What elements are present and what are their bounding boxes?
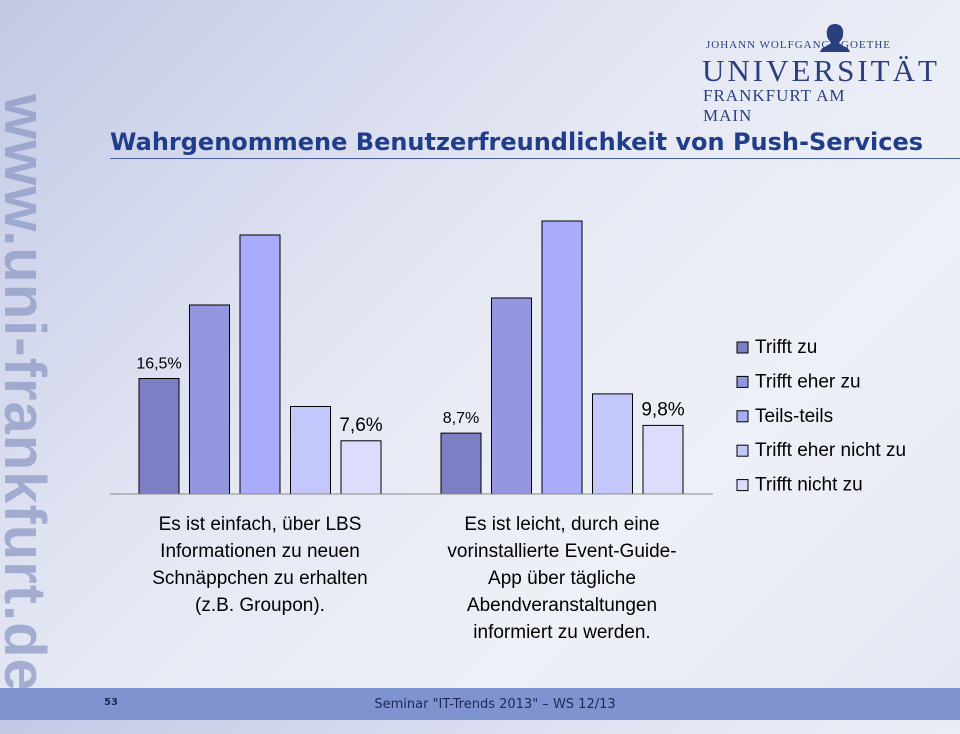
bar-1-2 xyxy=(189,304,230,495)
category-label-2-line-2: vorinstallierte Event-Guide- xyxy=(447,541,676,562)
category-label-2-line-3: App über tägliche xyxy=(488,568,636,589)
bar-2-4 xyxy=(592,393,633,495)
category-label-1-line-1: Es ist einfach, über LBS xyxy=(159,514,362,535)
data-label-2: 7,6% xyxy=(339,415,382,436)
legend-label-4: Trifft eher nicht zu xyxy=(755,440,906,461)
legend-swatch-1 xyxy=(736,341,749,354)
legend-swatch-3 xyxy=(736,410,749,423)
legend-swatch-5 xyxy=(736,479,749,492)
page-title: Wahrgenommene Benutzerfreundlichkeit von… xyxy=(110,128,924,156)
university-logo: JOHANN WOLFGANG GOETHE UNIVERSITÄT FRANK… xyxy=(700,22,937,125)
data-label-4: 9,8% xyxy=(641,399,684,420)
bar-1-1 xyxy=(138,378,180,495)
footer-text: Seminar "IT-Trends 2013" – WS 12/13 xyxy=(374,697,616,712)
legend-label-3: Teils-teils xyxy=(755,406,833,427)
category-label-2-line-1: Es ist leicht, durch eine xyxy=(464,514,659,535)
logo-line-goethe: GOETHE xyxy=(841,39,891,51)
bar-1-3 xyxy=(239,234,281,495)
category-label-1-line-4: (z.B. Groupon). xyxy=(195,595,325,616)
bar-2-5 xyxy=(642,424,684,495)
legend-label-2: Trifft eher zu xyxy=(755,371,861,392)
logo-line-universitaet: UNIVERSITÄT xyxy=(702,53,940,88)
data-label-1: 16,5% xyxy=(136,356,181,373)
footer-band xyxy=(0,688,960,720)
logo-line-johann-wolfgang: JOHANN WOLFGANG xyxy=(706,39,831,51)
category-label-1-line-3: Schnäppchen zu erhalten xyxy=(152,568,368,589)
category-label-2-line-5: informiert zu werden. xyxy=(473,622,650,643)
goethe-bust-icon xyxy=(820,24,850,52)
bar-2-2 xyxy=(491,297,532,495)
bar-2-1 xyxy=(440,432,482,495)
bar-1-4 xyxy=(290,406,331,495)
legend-swatch-2 xyxy=(736,375,749,388)
legend-label-5: Trifft nicht zu xyxy=(755,475,863,496)
bar-2-3 xyxy=(541,220,583,495)
title-divider xyxy=(110,158,960,159)
data-label-3: 8,7% xyxy=(443,410,479,427)
legend-label-1: Trifft zu xyxy=(755,337,817,358)
legend-swatch-4 xyxy=(736,444,749,457)
logo-line-frankfurt: FRANKFURT AM MAIN xyxy=(703,86,846,125)
page-number: 53 xyxy=(104,697,118,708)
bar-1-5 xyxy=(340,440,382,495)
category-label-1-line-2: Informationen zu neuen xyxy=(160,541,360,562)
category-label-2-line-4: Abendveranstaltungen xyxy=(467,595,657,616)
